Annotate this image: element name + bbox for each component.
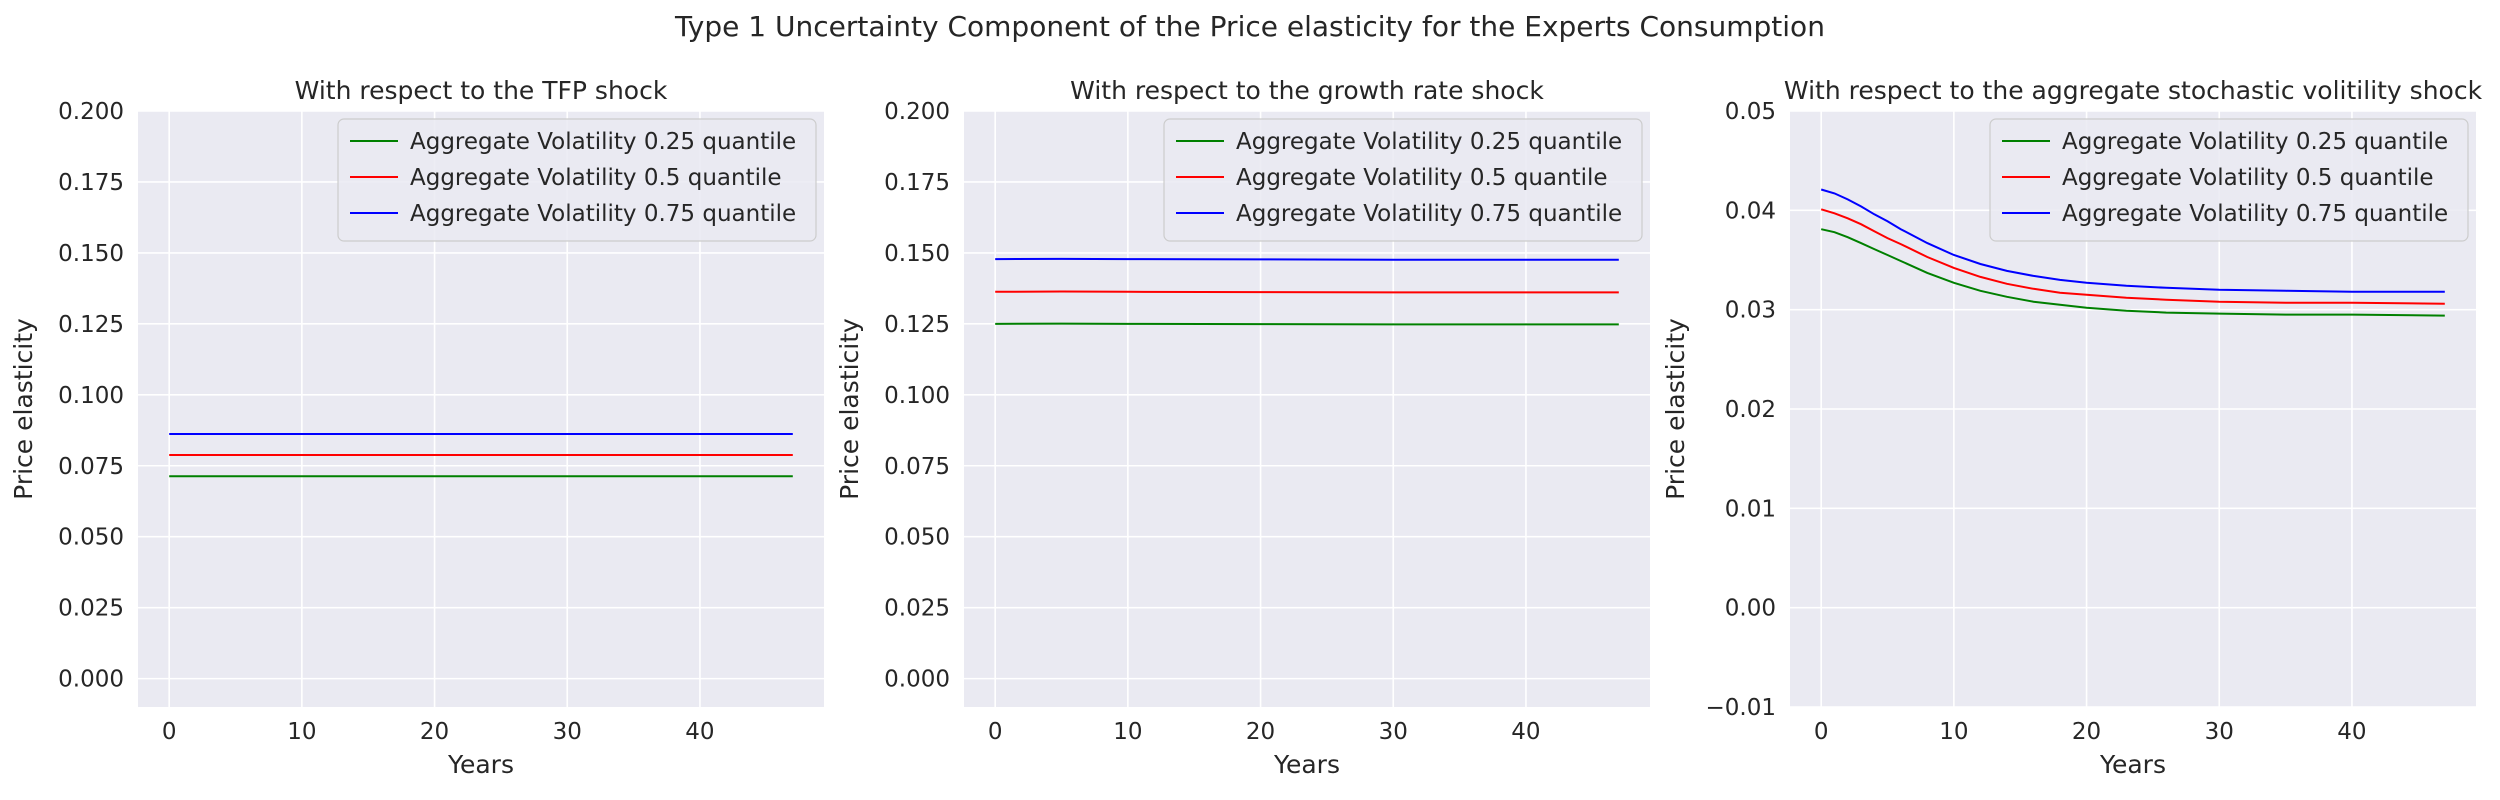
y-tick-label: 0.02 bbox=[1725, 397, 1776, 423]
y-tick-label: −0.01 bbox=[1706, 695, 1776, 721]
y-tick-label: 0.150 bbox=[884, 241, 950, 267]
x-tick-label: 40 bbox=[1511, 719, 1540, 745]
legend-entry-1: Aggregate Volatility 0.25 quantile bbox=[1236, 129, 1622, 155]
chart-panel-1: 0 10 20 30 40 0.000 0.025 0.050 0.075 0.100 0.125 0… bbox=[9, 76, 824, 779]
x-tick-label: 20 bbox=[1246, 719, 1275, 745]
y-axis-label: Price elasticity bbox=[835, 318, 864, 500]
x-tick-label: 20 bbox=[420, 719, 449, 745]
x-tick-label: 30 bbox=[553, 719, 582, 745]
series-line-2 bbox=[1820, 208, 2445, 305]
legend-entry-3: Aggregate Volatility 0.75 quantile bbox=[410, 201, 796, 227]
panel-title: With respect to the aggregate stochastic… bbox=[1784, 76, 2483, 105]
y-tick-label: 0.000 bbox=[884, 667, 950, 693]
y-axis-label: Price elasticity bbox=[9, 318, 38, 500]
y-tick-label: 0.125 bbox=[884, 312, 950, 338]
figure-title: Type 1 Uncertainty Component of the Pric… bbox=[675, 10, 1825, 43]
x-tick-label: 20 bbox=[2072, 719, 2101, 745]
y-tick-label: 0.000 bbox=[58, 667, 124, 693]
series-line-1 bbox=[1820, 228, 2445, 317]
panel-title: With respect to the growth rate shock bbox=[1070, 76, 1544, 105]
y-tick-label: 0.075 bbox=[884, 454, 950, 480]
legend: Aggregate Volatility 0.25 quantile Aggreg… bbox=[1989, 118, 2469, 242]
legend-entry-2: Aggregate Volatility 0.5 quantile bbox=[1236, 165, 1608, 191]
x-tick-label: 40 bbox=[2337, 719, 2366, 745]
y-tick-label: 0.100 bbox=[884, 383, 950, 409]
legend-box bbox=[1989, 118, 2469, 242]
x-tick-label: 10 bbox=[287, 719, 316, 745]
x-tick-label: 40 bbox=[685, 719, 714, 745]
x-tick-label: 30 bbox=[2205, 719, 2234, 745]
chart-panel-2: 0 10 20 30 40 0.000 0.025 0.050 0.075 0.100 0.125 0… bbox=[835, 76, 1650, 779]
legend-entry-2: Aggregate Volatility 0.5 quantile bbox=[2062, 165, 2434, 191]
legend-entry-1: Aggregate Volatility 0.25 quantile bbox=[2062, 129, 2448, 155]
y-tick-label: 0.200 bbox=[884, 99, 950, 125]
y-tick-label: 0.025 bbox=[58, 596, 124, 622]
y-tick-label: 0.05 bbox=[1725, 99, 1776, 125]
y-tick-label: 0.025 bbox=[884, 596, 950, 622]
series-line-2 bbox=[995, 290, 1619, 294]
x-tick-label: 30 bbox=[1379, 719, 1408, 745]
legend-box bbox=[337, 118, 817, 242]
x-axis-label: Years bbox=[1273, 750, 1340, 779]
legend: Aggregate Volatility 0.25 quantile Aggreg… bbox=[337, 118, 817, 242]
y-tick-label: 0.00 bbox=[1725, 596, 1776, 622]
x-tick-label: 10 bbox=[1113, 719, 1142, 745]
y-tick-label: 0.075 bbox=[58, 454, 124, 480]
y-tick-label: 0.200 bbox=[58, 99, 124, 125]
x-tick-label: 0 bbox=[988, 719, 1003, 745]
x-tick-label: 10 bbox=[1939, 719, 1968, 745]
legend-entry-1: Aggregate Volatility 0.25 quantile bbox=[410, 129, 796, 155]
panel-title: With respect to the TFP shock bbox=[295, 76, 668, 105]
y-tick-label: 0.04 bbox=[1725, 198, 1776, 224]
y-tick-label: 0.050 bbox=[58, 525, 124, 551]
y-tick-label: 0.150 bbox=[58, 241, 124, 267]
y-tick-label: 0.050 bbox=[884, 525, 950, 551]
x-axis-label: Years bbox=[447, 750, 514, 779]
x-tick-label: 0 bbox=[1814, 719, 1829, 745]
legend-entry-2: Aggregate Volatility 0.5 quantile bbox=[410, 165, 782, 191]
legend-entry-3: Aggregate Volatility 0.75 quantile bbox=[1236, 201, 1622, 227]
x-tick-label: 0 bbox=[162, 719, 177, 745]
legend-entry-3: Aggregate Volatility 0.75 quantile bbox=[2062, 201, 2448, 227]
legend: Aggregate Volatility 0.25 quantile Aggreg… bbox=[1163, 118, 1643, 242]
series-line-3 bbox=[995, 257, 1619, 261]
x-axis-label: Years bbox=[2099, 750, 2166, 779]
legend-box bbox=[1163, 118, 1643, 242]
y-tick-label: 0.03 bbox=[1725, 298, 1776, 324]
y-axis-label: Price elasticity bbox=[1661, 318, 1690, 500]
chart-panel-3: 0 10 20 30 40 −0.01 0.00 0.01 0.02 0.03 0.04 0.05 Wi… bbox=[1661, 76, 2483, 779]
y-tick-label: 0.175 bbox=[884, 170, 950, 196]
series-line-1 bbox=[995, 322, 1619, 326]
series-line-3 bbox=[1820, 188, 2445, 293]
y-tick-label: 0.175 bbox=[58, 170, 124, 196]
y-tick-label: 0.125 bbox=[58, 312, 124, 338]
y-tick-label: 0.100 bbox=[58, 383, 124, 409]
y-tick-label: 0.01 bbox=[1725, 496, 1776, 522]
